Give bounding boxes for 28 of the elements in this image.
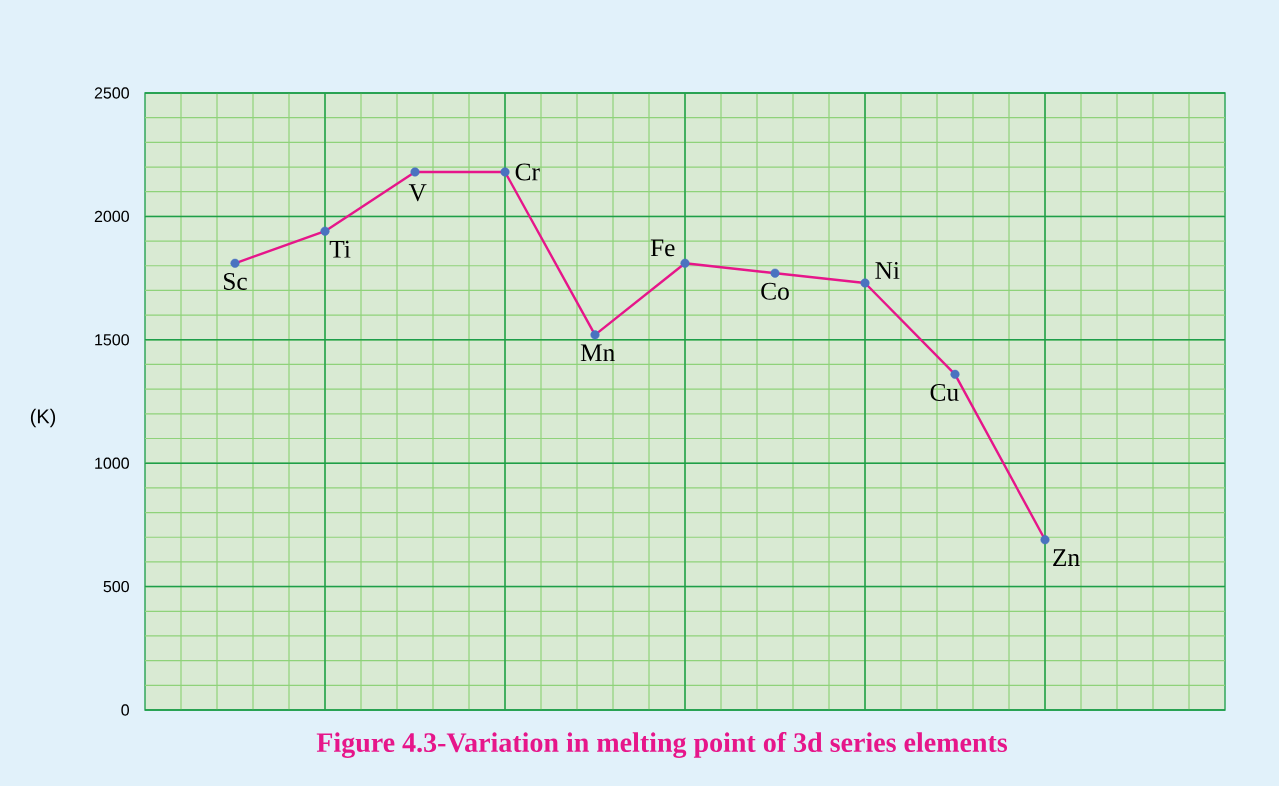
point bbox=[860, 278, 870, 288]
annotation: Cu bbox=[930, 383, 959, 401]
text: Figure 4.3-Variation in melting point of 3d series elements bbox=[316, 732, 1008, 758]
y-tick-label: 1500 bbox=[95, 334, 129, 346]
y-tick-label: 1000 bbox=[95, 457, 129, 469]
point bbox=[950, 369, 960, 379]
annotation: Co bbox=[761, 282, 789, 300]
y-tick-label: 2000 bbox=[94, 210, 129, 223]
point bbox=[410, 167, 420, 177]
point bbox=[500, 167, 510, 177]
y-tick-label: 2500 bbox=[94, 87, 129, 99]
annotation: V bbox=[408, 184, 427, 202]
annotation: Mn bbox=[580, 344, 615, 362]
point bbox=[770, 268, 780, 278]
y-tick-label: 500 bbox=[103, 580, 129, 593]
point bbox=[320, 226, 330, 236]
y-tick-label: 0 bbox=[121, 704, 130, 716]
point bbox=[230, 258, 240, 268]
annotation: Ti bbox=[329, 240, 351, 258]
annotation: Ni bbox=[875, 261, 900, 279]
point bbox=[1040, 535, 1050, 545]
annotation: Zn bbox=[1053, 549, 1080, 566]
point bbox=[680, 258, 690, 268]
point bbox=[590, 330, 600, 340]
annotation: Cr bbox=[515, 163, 540, 181]
annotation: Fe bbox=[650, 239, 675, 257]
y-axis-title: (K) bbox=[30, 408, 56, 428]
annotation: Sc bbox=[224, 272, 247, 290]
